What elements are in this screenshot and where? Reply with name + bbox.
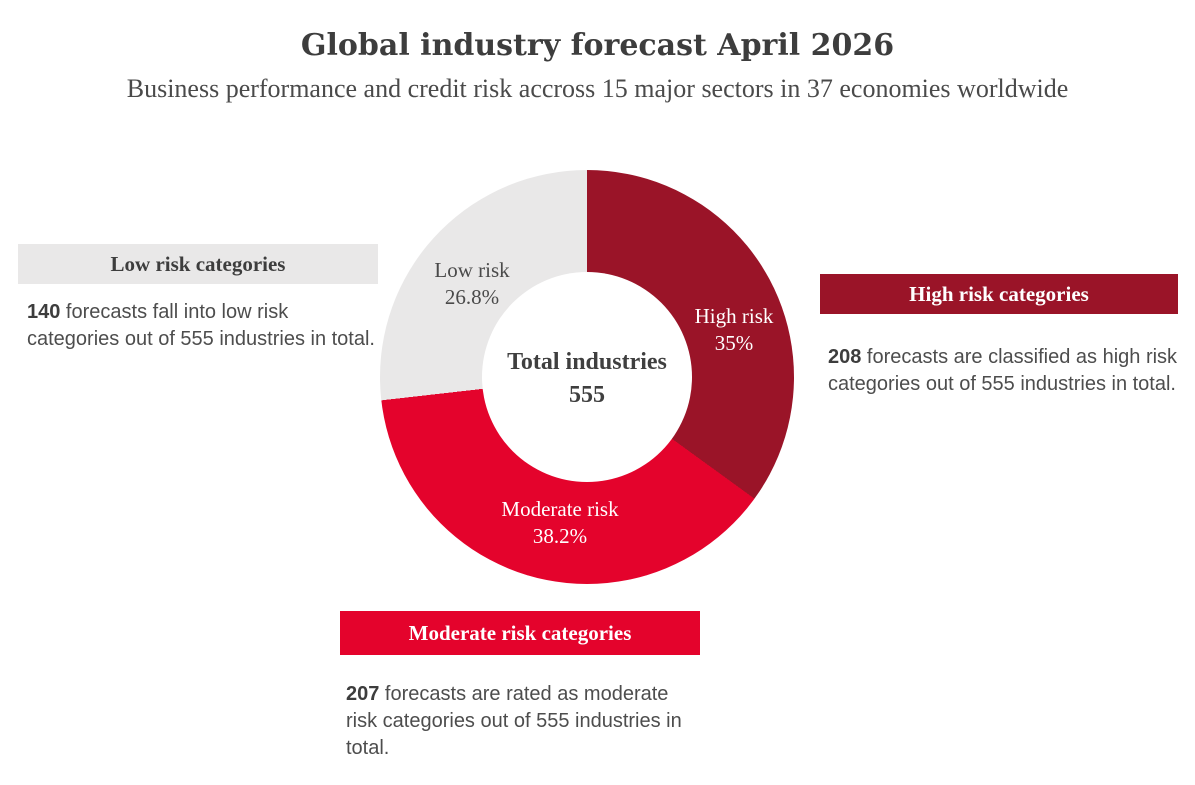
chart-subtitle: Business performance and credit risk acc… [126, 74, 1069, 103]
slice-label-moderate-risk: Moderate risk 38.2% [440, 496, 680, 550]
callout-moderate-risk-header: Moderate risk categories [340, 611, 700, 655]
callout-low-risk-count: 140 [27, 301, 61, 323]
slice-label-high-risk-name: High risk [694, 304, 774, 328]
callout-high-risk-body: 208 forecasts are classified as high ris… [828, 344, 1180, 398]
chart-title: Global industry forecast April 2026 [300, 28, 895, 63]
donut-chart: Total industries 555 [380, 170, 794, 584]
callout-moderate-risk-text: forecasts are rated as moderate risk cat… [346, 683, 682, 759]
donut-center-label: Total industries 555 [380, 346, 794, 412]
callout-low-risk-header: Low risk categories [18, 244, 378, 284]
slice-label-high-risk-pct: 35% [714, 331, 754, 355]
callout-high-risk-header: High risk categories [820, 274, 1178, 314]
slice-label-low-risk: Low risk 26.8% [352, 257, 592, 311]
slice-label-moderate-risk-name: Moderate risk [501, 497, 619, 521]
callout-moderate-risk-body: 207 forecasts are rated as moderate risk… [346, 681, 698, 762]
donut-center-title: Total industries [507, 349, 667, 375]
slice-label-low-risk-pct: 26.8% [444, 285, 500, 309]
callout-low-risk-text: forecasts fall into low risk categories … [27, 301, 375, 350]
callout-high-risk-count: 208 [828, 346, 862, 368]
callout-high-risk-text: forecasts are classified as high risk ca… [828, 346, 1178, 395]
callout-low-risk-body: 140 forecasts fall into low risk categor… [27, 299, 377, 353]
donut-hole [482, 272, 692, 482]
callout-moderate-risk-count: 207 [346, 683, 380, 705]
slice-label-high-risk: High risk 35% [614, 303, 854, 357]
donut-center-value: 555 [569, 382, 605, 408]
slice-label-low-risk-name: Low risk [434, 258, 510, 282]
slice-label-moderate-risk-pct: 38.2% [532, 524, 588, 548]
